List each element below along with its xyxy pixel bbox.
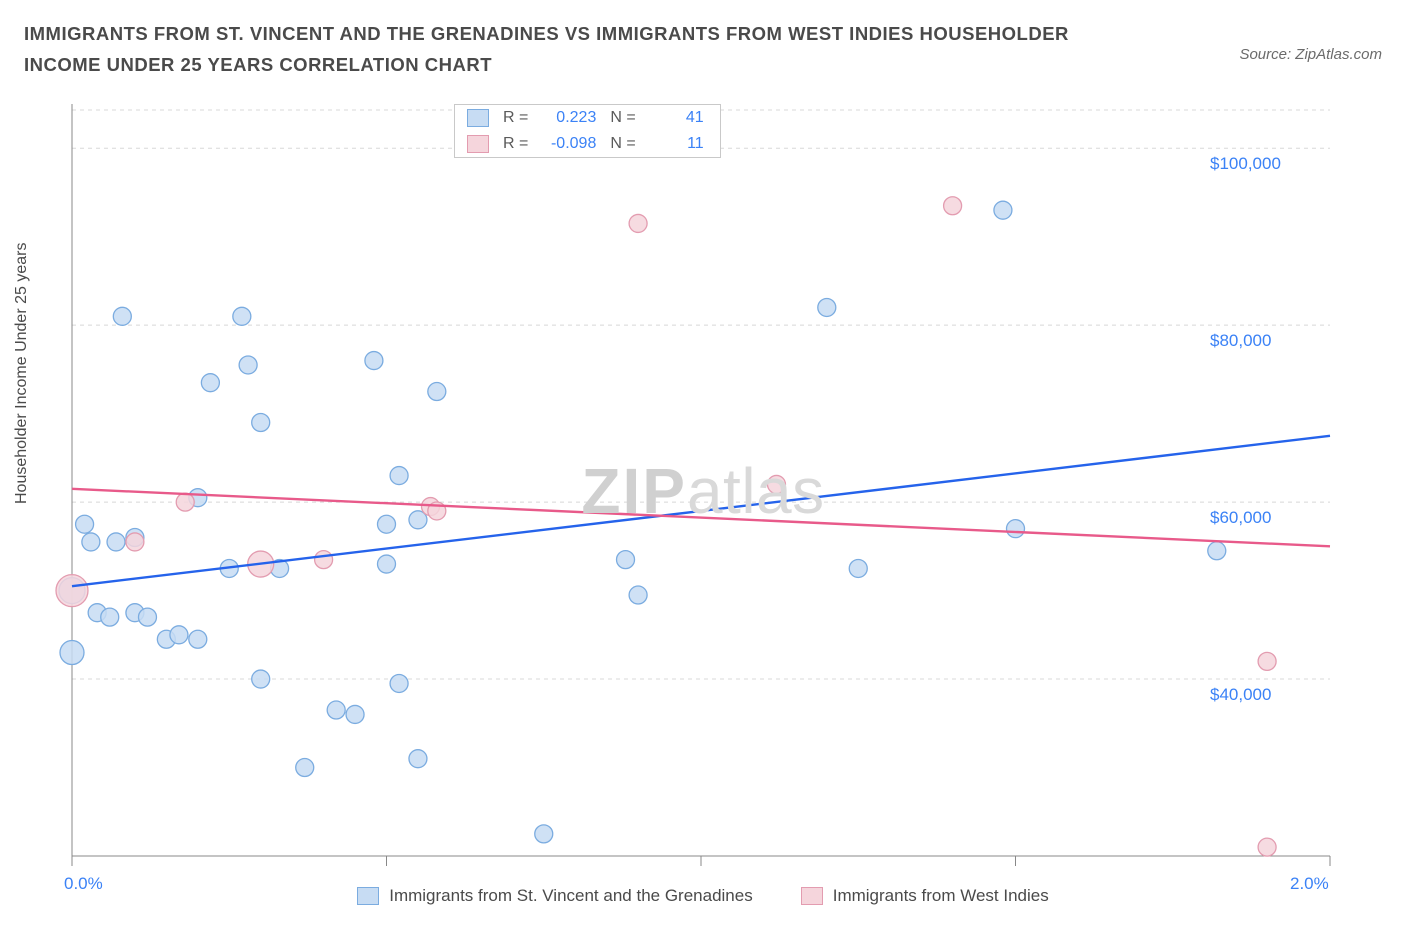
x-tick-label: 2.0% <box>1290 874 1329 894</box>
legend-row-series-b: R = -0.098 N = 11 <box>455 131 720 157</box>
legend-r-value-b: -0.098 <box>542 135 596 153</box>
legend-label-b: Immigrants from West Indies <box>833 886 1049 906</box>
chart-area: Householder Income Under 25 years ZIPatl… <box>24 104 1382 904</box>
scatter-chart <box>24 104 1382 904</box>
legend-n-label: N = <box>610 135 635 153</box>
legend-n-value-b: 11 <box>650 135 704 153</box>
legend-swatch-b <box>801 887 823 905</box>
legend-item-b: Immigrants from West Indies <box>801 886 1049 906</box>
legend-r-label: R = <box>503 109 528 127</box>
legend-swatch-a <box>357 887 379 905</box>
y-axis-label: Householder Income Under 25 years <box>13 243 31 504</box>
legend-r-value-a: 0.223 <box>542 109 596 127</box>
legend-r-label: R = <box>503 135 528 153</box>
y-tick-label: $40,000 <box>1210 685 1271 705</box>
y-tick-label: $80,000 <box>1210 331 1271 351</box>
y-tick-label: $100,000 <box>1210 154 1281 174</box>
legend-item-a: Immigrants from St. Vincent and the Gren… <box>357 886 752 906</box>
y-tick-label: $60,000 <box>1210 508 1271 528</box>
source-attribution: Source: ZipAtlas.com <box>1239 18 1382 63</box>
chart-header: IMMIGRANTS FROM ST. VINCENT AND THE GREN… <box>0 0 1406 93</box>
statistics-legend: R = 0.223 N = 41 R = -0.098 N = 11 <box>454 104 721 158</box>
legend-swatch-a <box>467 109 489 127</box>
legend-n-label: N = <box>610 109 635 127</box>
x-tick-label: 0.0% <box>64 874 103 894</box>
legend-n-value-a: 41 <box>650 109 704 127</box>
legend-swatch-b <box>467 135 489 153</box>
legend-row-series-a: R = 0.223 N = 41 <box>455 105 720 131</box>
series-legend: Immigrants from St. Vincent and the Gren… <box>24 886 1382 906</box>
chart-title: IMMIGRANTS FROM ST. VINCENT AND THE GREN… <box>24 18 1104 81</box>
legend-label-a: Immigrants from St. Vincent and the Gren… <box>389 886 752 906</box>
